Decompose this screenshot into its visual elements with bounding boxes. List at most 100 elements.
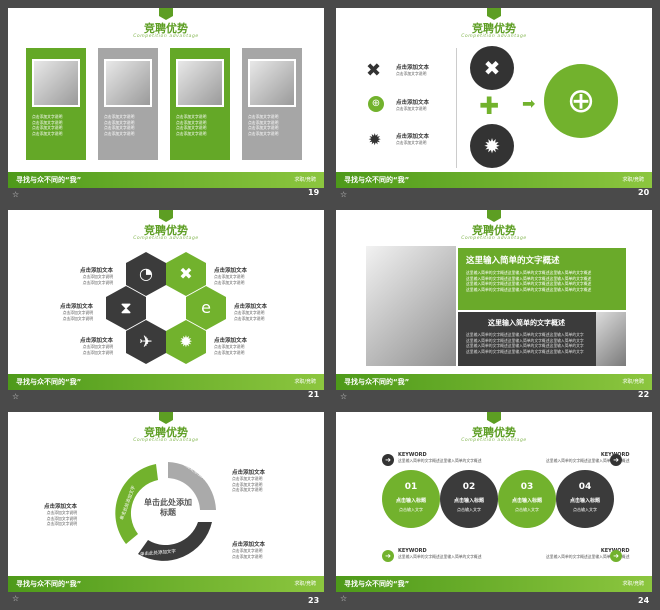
arrow-right-icon: ➡ <box>522 94 536 113</box>
gear-circle: ✹ <box>470 124 514 168</box>
item-left-1: 点击添加文本 点击添加文字说明 点击添加文字说明 <box>80 268 114 285</box>
globe-circle: ⊕ <box>544 64 618 138</box>
arrow-segment-gray <box>168 462 216 510</box>
slide-19[interactable]: 竞聘优势 Competition advantage 点击添加文字说明 点击添加文… <box>8 8 324 188</box>
stopwatch-icon: ◔ <box>139 264 153 283</box>
slide-title: 竞聘优势 <box>472 22 516 35</box>
footer-right: 求职/竞聘 <box>294 379 316 385</box>
text-box-green: 这里输入简单的文字概述 这里输入简单的文字概述这里输入简单的文字概述这里输入简单… <box>458 248 626 310</box>
item-left: 点击添加文本 点击添加文字说明 点击添加文字说明 点击添加文字说明 <box>44 504 78 526</box>
header-tab <box>487 8 501 20</box>
slide-title: 竞聘优势 <box>144 224 188 237</box>
gear-hex: ✹ <box>166 320 206 364</box>
slide-subtitle: Competition advantage <box>133 438 199 443</box>
slide-21[interactable]: 竞聘优势 Competition advantage ◔ ✖ ⧗ e ✈ ✹ 点… <box>8 210 324 390</box>
hourglass-hex: ⧗ <box>106 286 146 330</box>
slide-number: 23 <box>308 596 320 605</box>
slide-footer: 寻找与众不同的“我” 求职/竞聘 <box>336 576 652 592</box>
star-icon[interactable]: ☆ <box>340 594 348 603</box>
photo-small <box>596 312 626 366</box>
plus-icon: ✚ <box>479 92 500 120</box>
heading-1: 这里输入简单的文字概述 <box>466 256 560 266</box>
globe-hands-icon: ⊕ <box>566 81 596 121</box>
slide-23[interactable]: 竞聘优势 Competition advantage 单击此处添加标题 单击此处… <box>8 412 324 592</box>
footer-text: 寻找与众不同的“我” <box>344 378 410 386</box>
slide-subtitle: Competition advantage <box>461 438 527 443</box>
item-left-2: 点击添加文本 点击添加文字说明 点击添加文字说明 <box>60 304 94 321</box>
slide-number: 19 <box>308 188 320 197</box>
cycle-center-title: 单击此处添加标题 <box>144 498 192 517</box>
slide-number: 20 <box>638 188 650 197</box>
gear-icon: ✹ <box>483 134 501 158</box>
photo-card-1: 点击添加文字说明 点击添加文字说明 点击添加文字说明 点击添加文字说明 <box>26 48 86 160</box>
item-2: 点击添加文本 点击添加文字说明 <box>396 100 430 111</box>
slide-20[interactable]: 竞聘优势 Competition advantage ✖ 点击添加文本 点击添加文… <box>336 8 652 188</box>
card-photo <box>248 59 296 107</box>
footer-right: 求职/竞聘 <box>622 379 644 385</box>
header-tab <box>487 412 501 424</box>
footer-text: 寻找与众不同的“我” <box>16 176 82 184</box>
slide-footer: 寻找与众不同的“我” 求职/竞聘 <box>8 172 324 188</box>
slide-title: 竞聘优势 <box>472 224 516 237</box>
photo-main <box>366 246 456 366</box>
item-right-bottom: 点击添加文本 点击添加文字说明 点击添加文字说明 <box>232 542 266 559</box>
tools-hex: ✖ <box>166 252 206 296</box>
hourglass-icon: ⧗ <box>120 298 132 317</box>
photo-card-3: 点击添加文字说明 点击添加文字说明 点击添加文字说明 点击添加文字说明 <box>170 48 230 160</box>
star-icon[interactable]: ☆ <box>12 392 20 401</box>
slide-24[interactable]: 竞聘优势 Competition advantage ➜ KEYWORD 这里输入… <box>336 412 652 592</box>
slide-number: 21 <box>308 390 320 399</box>
footer-right: 求职/竞聘 <box>622 581 644 587</box>
tools-icon: ✖ <box>366 60 382 81</box>
footer-right: 求职/竞聘 <box>294 581 316 587</box>
card-caption: 点击添加文字说明 点击添加文字说明 点击添加文字说明 点击添加文字说明 <box>32 114 63 136</box>
keyword-bl: KEYWORD 这里输入简单的文字概述这里输入简单的文字概述 <box>398 548 482 559</box>
card-caption: 点击添加文字说明 点击添加文字说明 点击添加文字说明 点击添加文字说明 <box>176 114 207 136</box>
slide-footer: 寻找与众不同的“我” 求职/竞聘 <box>8 576 324 592</box>
footer-text: 寻找与众不同的“我” <box>344 580 410 588</box>
card-caption: 点击添加文字说明 点击添加文字说明 点击添加文字说明 点击添加文字说明 <box>104 114 135 136</box>
arrow-segment-green <box>115 464 158 544</box>
slide-footer: 寻找与众不同的“我” 求职/竞聘 <box>336 374 652 390</box>
gear-icon: ✹ <box>368 130 382 149</box>
footer-text: 寻找与众不同的“我” <box>16 580 82 588</box>
header-tab <box>159 412 173 424</box>
arrow-right-icon: ➜ <box>382 550 394 562</box>
satellite-icon: ✈ <box>139 332 153 351</box>
slide-22[interactable]: 竞聘优势 Competition advantage 这里输入简单的文字概述 这… <box>336 210 652 390</box>
item-right-1: 点击添加文本 点击添加文字说明 点击添加文字说明 <box>214 268 248 285</box>
arrow-left-icon: ➜ <box>610 454 622 466</box>
star-icon[interactable]: ☆ <box>340 392 348 401</box>
body-2: 这里输入简单的文字概述这里输入简单的文字概述这里输入简单的文字 这里输入简单的文字… <box>466 332 584 354</box>
slide-number: 24 <box>638 596 650 605</box>
gear-icon: ✹ <box>179 332 193 351</box>
card-caption: 点击添加文字说明 点击添加文字说明 点击添加文字说明 点击添加文字说明 <box>248 114 279 136</box>
slide-number: 22 <box>638 390 650 399</box>
slide-footer: 寻找与众不同的“我” 求职/竞聘 <box>8 374 324 390</box>
footer-text: 寻找与众不同的“我” <box>16 378 82 386</box>
slide-title: 竞聘优势 <box>144 426 188 439</box>
circle-02: 02 点击输入标题 点击输入文字 <box>440 470 498 528</box>
star-icon[interactable]: ☆ <box>12 594 20 603</box>
text-box-dark: 这里输入简单的文字概述 这里输入简单的文字概述这里输入简单的文字概述这里输入简单… <box>458 312 596 366</box>
footer-text: 寻找与众不同的“我” <box>344 176 410 184</box>
slide-subtitle: Competition advantage <box>461 236 527 241</box>
header-tab <box>159 8 173 20</box>
card-photo <box>176 59 224 107</box>
stopwatch-hex: ◔ <box>126 252 166 296</box>
star-icon[interactable]: ☆ <box>12 190 20 199</box>
slide-title: 竞聘优势 <box>144 22 188 35</box>
satellite-hex: ✈ <box>126 320 166 364</box>
star-icon[interactable]: ☆ <box>340 190 348 199</box>
slide-footer: 寻找与众不同的“我” 求职/竞聘 <box>336 172 652 188</box>
item-right-3: 点击添加文本 点击添加文字说明 点击添加文字说明 <box>214 338 248 355</box>
body-1: 这里输入简单的文字概述这里输入简单的文字概述这里输入简单的文字概述 这里输入简单的… <box>466 270 592 292</box>
circle-01: 01 点击输入标题 点击输入文字 <box>382 470 440 528</box>
globe-hands-icon: ⊕ <box>368 96 384 112</box>
item-1: 点击添加文本 点击添加文字说明 <box>396 65 430 76</box>
ie-hex: e <box>186 286 226 330</box>
circle-04: 04 点击输入标题 点击输入文字 <box>556 470 614 528</box>
item-right-2: 点击添加文本 点击添加文字说明 点击添加文字说明 <box>234 304 268 321</box>
arrow-segment-dark <box>138 522 212 561</box>
arrow-right-icon: ➜ <box>382 454 394 466</box>
